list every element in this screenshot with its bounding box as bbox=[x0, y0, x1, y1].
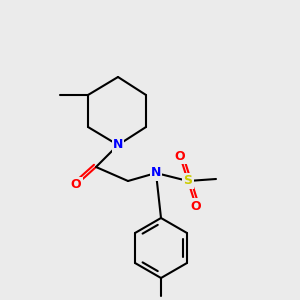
Text: O: O bbox=[175, 149, 185, 163]
Text: N: N bbox=[113, 139, 123, 152]
Text: O: O bbox=[71, 178, 81, 191]
Text: O: O bbox=[191, 200, 201, 212]
Text: S: S bbox=[184, 175, 193, 188]
Text: N: N bbox=[151, 167, 161, 179]
